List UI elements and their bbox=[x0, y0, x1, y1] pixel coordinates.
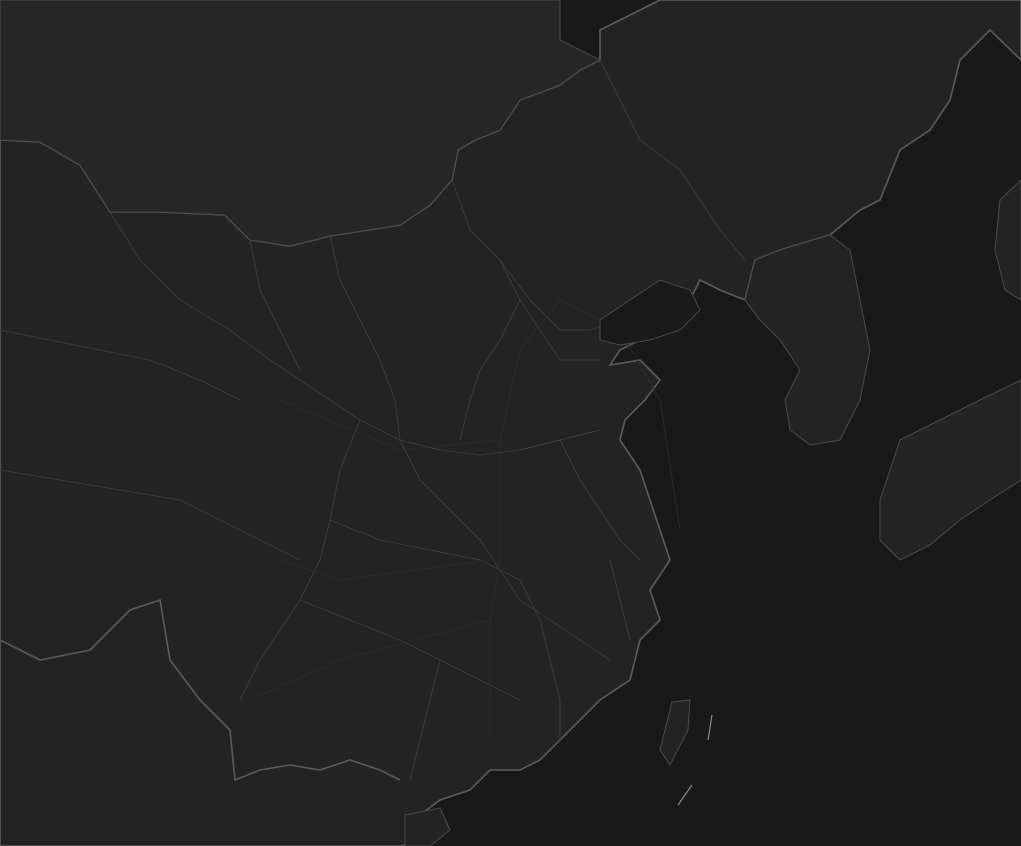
basemap bbox=[0, 0, 1021, 846]
map-canvas[interactable] bbox=[0, 0, 1021, 846]
